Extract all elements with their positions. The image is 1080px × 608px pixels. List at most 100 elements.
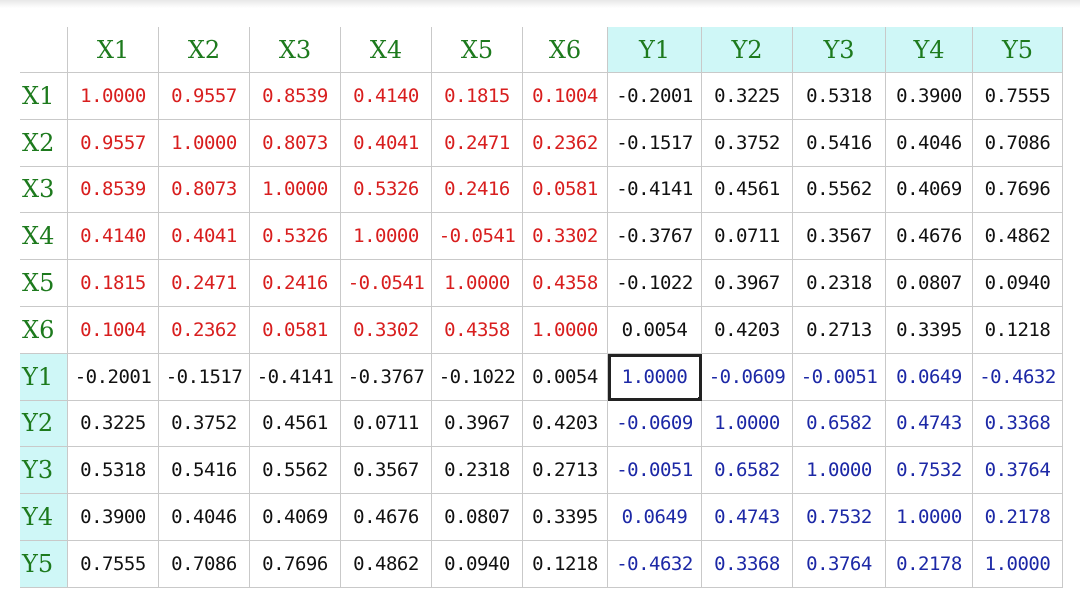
matrix-cell[interactable]: 0.5562 <box>250 447 341 495</box>
matrix-cell[interactable]: 0.3967 <box>702 260 793 307</box>
matrix-cell[interactable]: 0.2178 <box>886 540 973 588</box>
matrix-cell[interactable]: 0.4358 <box>523 260 608 307</box>
column-header-x1[interactable]: X1 <box>68 27 159 73</box>
matrix-cell[interactable]: 0.3225 <box>702 73 793 120</box>
matrix-cell[interactable]: 1.0000 <box>886 494 973 541</box>
matrix-cell[interactable]: 0.4069 <box>886 166 973 214</box>
matrix-cell[interactable]: 0.4140 <box>341 73 432 120</box>
matrix-cell[interactable]: 0.4041 <box>341 119 432 167</box>
column-header-y5[interactable]: Y5 <box>973 27 1063 73</box>
matrix-cell[interactable]: 0.9557 <box>68 119 159 167</box>
matrix-cell[interactable]: 0.7532 <box>886 447 973 495</box>
matrix-cell[interactable]: -0.3767 <box>341 353 432 401</box>
matrix-cell[interactable]: 1.0000 <box>341 213 432 261</box>
matrix-cell[interactable]: 0.7696 <box>973 166 1063 214</box>
matrix-cell[interactable]: 0.4041 <box>159 213 250 261</box>
matrix-cell[interactable]: 0.4046 <box>159 494 250 541</box>
matrix-cell[interactable]: 0.7086 <box>973 119 1063 167</box>
matrix-cell[interactable]: 0.4203 <box>702 306 793 354</box>
column-header-x3[interactable]: X3 <box>250 27 341 73</box>
matrix-cell[interactable]: 0.0054 <box>523 353 608 401</box>
matrix-cell[interactable]: 0.2416 <box>432 166 523 214</box>
matrix-cell[interactable]: 0.2471 <box>432 119 523 167</box>
matrix-cell[interactable]: -0.0541 <box>432 213 523 261</box>
matrix-cell[interactable]: 0.7555 <box>973 73 1063 120</box>
matrix-cell[interactable]: -0.1022 <box>608 260 702 307</box>
matrix-cell[interactable]: -0.0541 <box>341 260 432 307</box>
matrix-cell[interactable]: 1.0000 <box>793 447 886 495</box>
matrix-cell[interactable]: 0.5318 <box>68 447 159 495</box>
matrix-cell[interactable]: 0.7086 <box>159 540 250 588</box>
matrix-cell[interactable]: 0.4561 <box>250 400 341 448</box>
matrix-cell[interactable]: 0.4743 <box>886 400 973 448</box>
matrix-cell[interactable]: 0.6582 <box>793 400 886 448</box>
matrix-cell[interactable]: 0.3764 <box>973 447 1063 495</box>
matrix-cell[interactable]: -0.1517 <box>159 353 250 401</box>
matrix-cell[interactable]: 0.3752 <box>159 400 250 448</box>
matrix-cell[interactable]: 0.5326 <box>341 166 432 214</box>
matrix-cell[interactable]: 0.7696 <box>250 540 341 588</box>
matrix-cell[interactable]: 0.3302 <box>341 306 432 354</box>
matrix-cell[interactable]: 0.4743 <box>702 494 793 541</box>
matrix-cell[interactable]: -0.0051 <box>793 353 886 401</box>
matrix-cell[interactable]: 0.0581 <box>523 166 608 214</box>
matrix-cell[interactable]: 0.3302 <box>523 213 608 261</box>
matrix-cell[interactable]: 0.5318 <box>793 73 886 120</box>
matrix-cell[interactable]: 0.8073 <box>159 166 250 214</box>
column-header-x5[interactable]: X5 <box>432 27 523 73</box>
matrix-cell[interactable]: 0.0807 <box>886 260 973 307</box>
row-header-x4[interactable]: X4 <box>20 213 68 261</box>
column-header-y2[interactable]: Y2 <box>702 27 793 73</box>
matrix-cell[interactable]: -0.4632 <box>973 353 1063 401</box>
matrix-cell[interactable]: 0.9557 <box>159 73 250 120</box>
matrix-cell[interactable]: 1.0000 <box>523 306 608 354</box>
row-header-x2[interactable]: X2 <box>20 119 68 167</box>
matrix-cell[interactable]: 0.2318 <box>793 260 886 307</box>
matrix-cell[interactable]: -0.0609 <box>702 353 793 401</box>
column-header-y4[interactable]: Y4 <box>886 27 973 73</box>
matrix-cell[interactable]: 0.2471 <box>159 260 250 307</box>
matrix-cell[interactable]: 0.4676 <box>341 494 432 541</box>
matrix-cell[interactable]: 0.2362 <box>159 306 250 354</box>
row-header-x3[interactable]: X3 <box>20 166 68 214</box>
matrix-cell[interactable]: 0.2416 <box>250 260 341 307</box>
matrix-cell[interactable]: 0.3567 <box>341 447 432 495</box>
matrix-cell[interactable]: 0.3900 <box>68 494 159 541</box>
matrix-cell[interactable]: 0.1218 <box>523 540 608 588</box>
matrix-cell[interactable]: 1.0000 <box>159 119 250 167</box>
matrix-cell[interactable]: 0.0940 <box>973 260 1063 307</box>
row-header-y4[interactable]: Y4 <box>20 494 68 541</box>
row-header-x1[interactable]: X1 <box>20 73 68 120</box>
matrix-cell[interactable]: 0.5326 <box>250 213 341 261</box>
matrix-cell[interactable]: 0.2713 <box>523 447 608 495</box>
corner-cell[interactable] <box>20 27 68 73</box>
matrix-cell[interactable]: 0.3368 <box>973 400 1063 448</box>
matrix-cell[interactable]: 0.8073 <box>250 119 341 167</box>
matrix-cell[interactable]: -0.4141 <box>250 353 341 401</box>
matrix-cell[interactable]: 1.0000 <box>973 540 1063 588</box>
matrix-cell[interactable]: 0.4358 <box>432 306 523 354</box>
matrix-cell[interactable]: 1.0000 <box>702 400 793 448</box>
matrix-cell[interactable]: -0.2001 <box>608 73 702 120</box>
matrix-cell[interactable]: -0.4141 <box>608 166 702 214</box>
matrix-cell[interactable]: -0.0609 <box>608 400 702 448</box>
matrix-cell[interactable]: 0.1815 <box>432 73 523 120</box>
matrix-cell[interactable]: 0.3368 <box>702 540 793 588</box>
matrix-cell[interactable]: -0.0051 <box>608 447 702 495</box>
matrix-cell[interactable]: -0.1517 <box>608 119 702 167</box>
column-header-x4[interactable]: X4 <box>341 27 432 73</box>
matrix-cell[interactable]: 0.2713 <box>793 306 886 354</box>
matrix-cell[interactable]: 0.5416 <box>159 447 250 495</box>
matrix-cell[interactable]: 0.4046 <box>886 119 973 167</box>
matrix-cell[interactable]: 0.0711 <box>341 400 432 448</box>
matrix-cell[interactable]: 0.0940 <box>432 540 523 588</box>
matrix-cell[interactable]: 1.0000 <box>608 353 702 401</box>
row-header-y3[interactable]: Y3 <box>20 447 68 495</box>
matrix-cell[interactable]: -0.4632 <box>608 540 702 588</box>
matrix-cell[interactable]: 0.1004 <box>523 73 608 120</box>
column-header-y1[interactable]: Y1 <box>608 27 702 73</box>
matrix-cell[interactable]: 0.3764 <box>793 540 886 588</box>
matrix-cell[interactable]: 0.5562 <box>793 166 886 214</box>
matrix-cell[interactable]: 0.3900 <box>886 73 973 120</box>
matrix-cell[interactable]: -0.3767 <box>608 213 702 261</box>
